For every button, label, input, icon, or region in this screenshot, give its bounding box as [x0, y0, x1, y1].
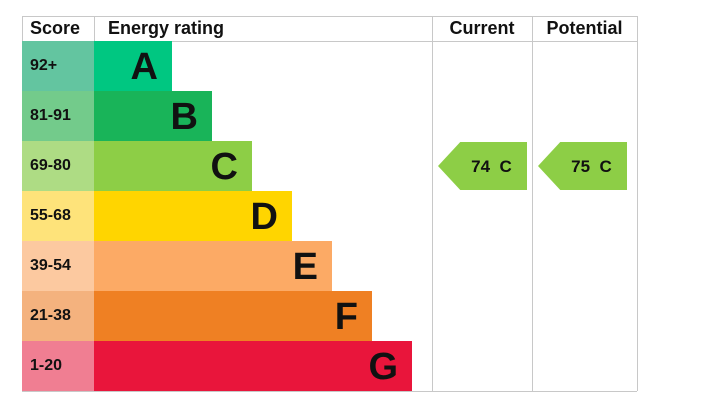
rating-bar-f: F: [94, 291, 372, 341]
current-rating-arrow: 74 C: [438, 142, 527, 190]
score-cell-a: 92+: [22, 41, 94, 91]
rating-bar-d: D: [94, 191, 292, 241]
score-cell-c: 69-80: [22, 141, 94, 191]
score-cell-b: 81-91: [22, 91, 94, 141]
right-border: [637, 16, 638, 391]
current-header: Current: [449, 18, 515, 38]
rating-bar-a: A: [94, 41, 172, 91]
score-divider: [94, 16, 95, 41]
potential-rating-arrow: 75 C: [538, 142, 627, 190]
current-divider: [432, 16, 433, 391]
header-divider: [22, 41, 637, 42]
score-cell-e: 39-54: [22, 241, 94, 291]
potential-divider: [532, 16, 533, 391]
energy-rating-header: Energy rating: [108, 18, 225, 38]
rating-bar-b: B: [94, 91, 212, 141]
table-top-border: [22, 16, 637, 17]
potential-header: Potential: [546, 18, 623, 38]
score-cell-g: 1-20: [22, 341, 94, 391]
current-rating-label: 74 C: [471, 157, 512, 176]
rating-bar-c: C: [94, 141, 252, 191]
score-header: Score: [30, 18, 81, 38]
potential-rating-label: 75 C: [571, 157, 612, 176]
table-bottom-border: [22, 391, 637, 392]
score-cell-d: 55-68: [22, 191, 94, 241]
rating-bar-g: G: [94, 341, 412, 391]
score-cell-f: 21-38: [22, 291, 94, 341]
rating-bar-e: E: [94, 241, 332, 291]
